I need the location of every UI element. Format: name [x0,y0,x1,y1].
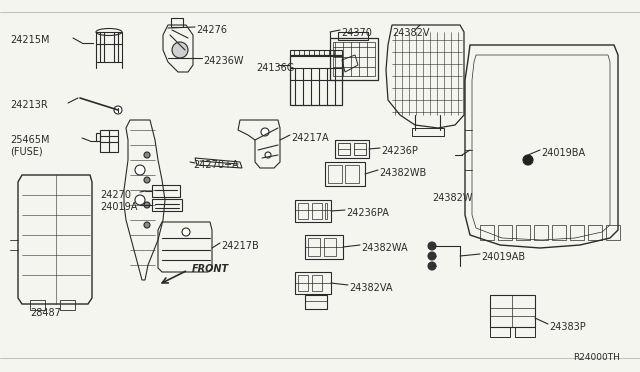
Circle shape [265,152,271,158]
Text: FRONT: FRONT [192,264,229,274]
Text: 24382VA: 24382VA [349,283,392,293]
Bar [96,32,122,62]
Bar [325,203,327,219]
Bar [295,200,331,222]
Bar [490,295,535,327]
Bar [480,225,494,240]
Bar [412,128,444,136]
Bar [152,199,182,211]
Text: 24383P: 24383P [549,322,586,332]
Circle shape [135,165,145,175]
Circle shape [144,177,150,183]
Circle shape [114,106,122,114]
Circle shape [428,252,436,260]
Text: 24215M: 24215M [10,35,49,45]
Bar [305,295,327,309]
Bar [606,225,620,240]
Bar [330,38,378,80]
Bar [338,32,368,40]
Circle shape [144,222,150,228]
Text: 24270+A: 24270+A [193,160,239,170]
Text: (FUSE): (FUSE) [10,146,43,156]
Bar [298,203,308,219]
Circle shape [172,42,188,58]
Bar [96,133,100,141]
Bar [171,18,183,27]
Bar [312,275,322,291]
Text: 24236P: 24236P [381,146,418,156]
Bar [570,225,584,240]
Circle shape [261,128,269,136]
Bar [354,143,366,155]
Circle shape [523,155,533,165]
Bar [324,238,336,256]
Bar [308,238,320,256]
Circle shape [428,262,436,270]
Bar [328,165,342,183]
Bar [312,203,322,219]
Circle shape [182,228,190,236]
Bar [338,143,350,155]
Bar [290,50,342,56]
Text: 24236PA: 24236PA [346,208,389,218]
Text: 24382WA: 24382WA [361,243,408,253]
Text: 25465M: 25465M [10,135,49,145]
Text: 24382V: 24382V [392,28,429,38]
Text: 24217A: 24217A [291,133,328,143]
Bar [152,185,180,197]
Bar [30,300,45,310]
Text: 24370: 24370 [341,28,372,38]
Circle shape [144,202,150,208]
Text: 24217B: 24217B [221,241,259,251]
Text: 24136G: 24136G [256,63,294,73]
Bar [534,225,548,240]
Text: 24019A: 24019A [100,202,138,212]
Bar [490,327,510,337]
Bar [333,42,375,76]
Bar [335,140,369,158]
Bar [345,165,359,183]
Text: 28487: 28487 [30,308,61,318]
Circle shape [144,152,150,158]
Text: 24213R: 24213R [10,100,48,110]
Text: 24276: 24276 [196,25,227,35]
Text: 24236W: 24236W [203,56,243,66]
Bar [516,225,530,240]
Bar [515,327,535,337]
Text: 24019AB: 24019AB [481,252,525,262]
Bar [290,55,342,105]
Bar [552,225,566,240]
Text: 24382W: 24382W [432,193,472,203]
Bar [60,300,75,310]
Bar [498,225,512,240]
Bar [305,235,343,259]
Text: 24270: 24270 [100,190,131,200]
Bar [100,130,118,152]
Text: R24000TH: R24000TH [573,353,620,362]
Bar [325,162,365,186]
Text: 24019BA: 24019BA [541,148,585,158]
Text: 24382WB: 24382WB [379,168,426,178]
Bar [295,272,331,294]
Circle shape [135,195,145,205]
Circle shape [428,242,436,250]
Bar [588,225,602,240]
Bar [298,275,308,291]
